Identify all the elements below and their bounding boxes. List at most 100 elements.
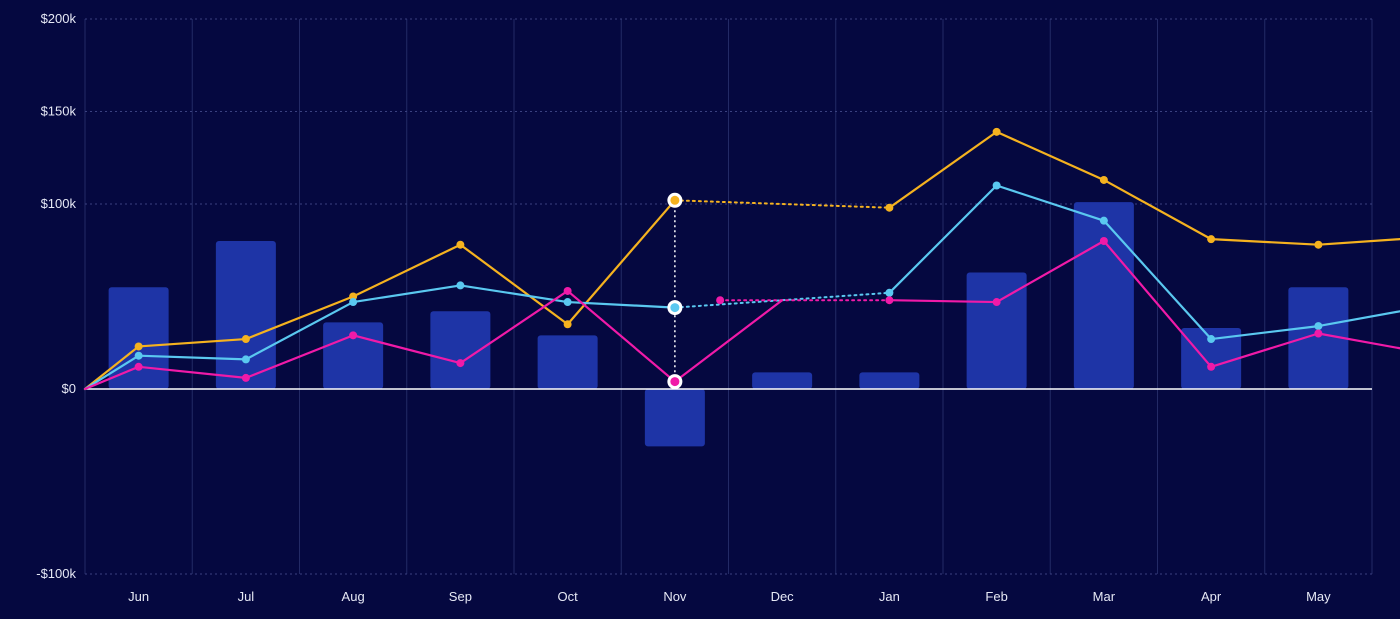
x-tick-label: Mar — [1093, 589, 1116, 604]
series-1-segment — [566, 300, 676, 309]
series-2-point-mar — [1099, 237, 1108, 245]
x-tick-label: Jan — [879, 589, 900, 604]
series-2-point-aug — [349, 331, 358, 340]
x-tick-label: Oct — [558, 589, 579, 604]
series-2-segment — [888, 299, 998, 304]
series-0-point-may — [1314, 240, 1323, 249]
series-2-segment — [1317, 332, 1400, 350]
series-2-point-feb — [992, 298, 1001, 307]
series-2-point-may — [1314, 329, 1323, 338]
series-1-point-sep — [456, 281, 465, 290]
series-0-segment — [888, 130, 998, 209]
series-2-point-sep — [456, 359, 465, 368]
series-1-point-feb — [992, 181, 1001, 190]
bar-layer — [108, 202, 1349, 447]
series-2-segment — [137, 365, 247, 379]
y-tick-label: $100k — [41, 196, 77, 211]
series-2-segment — [995, 239, 1105, 304]
series-2-point-oct — [563, 286, 572, 295]
y-tick-label: $200k — [41, 11, 77, 26]
x-tick-label: Apr — [1201, 589, 1222, 604]
x-tick-label: Feb — [985, 589, 1007, 604]
series-1-point-jul — [241, 355, 250, 364]
series-0-segment — [673, 199, 891, 209]
x-tick-label: May — [1306, 589, 1331, 604]
series-2-segment — [673, 299, 784, 383]
series-1-segment — [888, 184, 998, 294]
series-1-point-mar — [1099, 216, 1108, 225]
y-tick-label: -$100k — [36, 566, 76, 581]
series-0-segment — [137, 337, 247, 348]
series-2-segment — [352, 334, 462, 365]
x-tick-label: Jun — [128, 589, 149, 604]
series-0-point-jun — [134, 342, 143, 351]
series-2-point-jul — [241, 373, 250, 382]
series-0-segment — [352, 243, 462, 298]
series-1-segment — [1210, 325, 1320, 341]
series-0-point-oct — [563, 320, 572, 329]
series-0-segment — [83, 345, 140, 391]
series-1-point-apr — [1207, 335, 1216, 344]
series-2-point-jun — [134, 362, 143, 371]
series-1-point-oct — [563, 298, 572, 307]
bar-dec — [752, 372, 813, 389]
bar-jan — [859, 372, 920, 389]
series-0-point-sep — [456, 240, 465, 249]
series-1-segment — [459, 284, 569, 304]
x-tick-label: Jul — [238, 589, 255, 604]
series-0-segment — [995, 130, 1105, 182]
bar-mar — [1073, 202, 1134, 389]
bar-jul — [215, 241, 276, 389]
series-1-segment — [352, 284, 462, 304]
series-0-segment — [1317, 238, 1400, 246]
grid-layer — [84, 18, 1373, 575]
series-0-point-feb — [992, 127, 1001, 136]
bar-may — [1288, 287, 1349, 389]
series-0-segment — [244, 295, 355, 341]
highlight-point-1[interactable] — [670, 303, 680, 313]
series-2-segment — [83, 365, 140, 391]
bar-oct — [537, 335, 598, 389]
series-1-segment — [137, 354, 247, 361]
series-1-segment — [244, 300, 355, 361]
series-2-segment — [1210, 332, 1320, 368]
series-0-point-mar — [1099, 175, 1108, 184]
series-1-segment — [1102, 219, 1213, 341]
series-2-segment — [244, 334, 355, 379]
highlight-point-2[interactable] — [670, 377, 680, 387]
series-1-point-aug — [349, 298, 358, 307]
series-2-segment — [566, 289, 676, 383]
bar-nov — [644, 389, 705, 447]
series-2-point-jan — [885, 296, 894, 305]
series-0-point-aug — [349, 292, 358, 301]
y-tick-label: $150k — [41, 104, 77, 119]
series-0-point-apr — [1207, 235, 1216, 244]
series-0-segment — [459, 243, 569, 326]
series-1-segment — [83, 354, 140, 391]
series-point-layer — [134, 127, 1323, 390]
tick-label-layer: $200k $150k $100k $0 -$100k Jun Jul Aug Sep Oct No… — [36, 11, 1331, 604]
series-2-segment — [1102, 239, 1213, 368]
series-1-point-jun — [134, 351, 143, 360]
series-2-segment — [459, 289, 569, 365]
x-tick-label: Nov — [663, 589, 687, 604]
series-1-segment — [1317, 310, 1400, 328]
series-2-point-apr — [1207, 362, 1216, 371]
highlight-point-0[interactable] — [670, 195, 680, 205]
series-2-point-dec — [716, 296, 725, 305]
series-0-segment — [1210, 238, 1320, 246]
series-1-point-may — [1314, 322, 1323, 331]
bar-sep — [430, 311, 491, 389]
bar-apr — [1181, 327, 1242, 389]
series-0-point-jul — [241, 335, 250, 344]
bar-jun — [108, 287, 169, 389]
series-1-point-jan — [885, 288, 894, 297]
y-tick-label: $0 — [62, 381, 76, 396]
x-tick-label: Dec — [771, 589, 795, 604]
series-0-segment — [1102, 178, 1213, 241]
series-0-point-jan — [885, 203, 894, 212]
x-tick-label: Aug — [342, 589, 365, 604]
series-line-layer — [83, 130, 1400, 391]
